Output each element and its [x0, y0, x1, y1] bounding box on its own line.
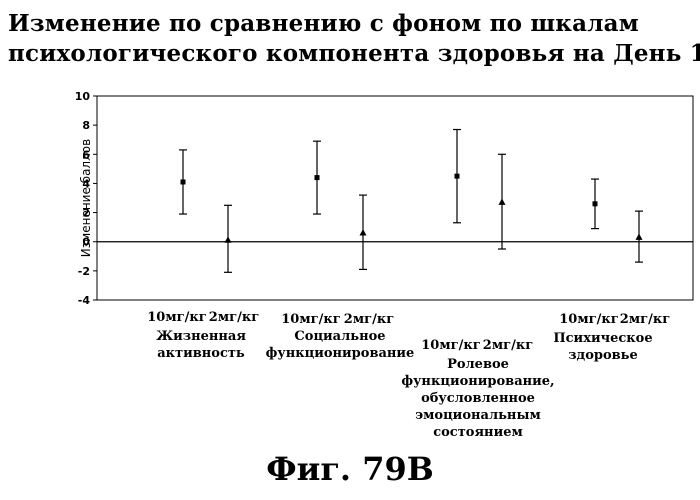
y-tick-label: 6	[82, 148, 90, 161]
y-tick-label: -4	[78, 294, 91, 307]
y-tick-label: 2	[82, 207, 90, 220]
mean-marker-triangle	[635, 233, 643, 240]
y-tick-label: 4	[82, 177, 90, 190]
group-label-line: состоянием	[433, 425, 523, 440]
dose-label: 2мг/кг	[482, 338, 534, 353]
dose-label: 2мг/кг	[619, 312, 671, 327]
mean-marker-square	[180, 179, 186, 185]
y-tick-label: 10	[75, 90, 91, 103]
group-label-line: функционирование,	[401, 374, 555, 389]
plot-frame	[96, 95, 694, 301]
group-label-line: Жизненная	[156, 329, 246, 344]
y-tick-label: 0	[82, 236, 90, 249]
figure-caption: Фиг. 79В	[266, 450, 434, 488]
y-axis-label: Изменение баллов	[79, 139, 93, 257]
group-label-line: Психическое	[553, 331, 653, 346]
chart-title-line-1: Изменение по сравнению с фоном по шкалам	[8, 10, 639, 37]
mean-marker-square	[314, 175, 320, 181]
dose-label: 10мг/кг	[559, 312, 619, 327]
mean-marker-square	[592, 201, 598, 207]
group-label-line: Социальное	[294, 329, 386, 344]
mean-marker-triangle	[498, 198, 506, 205]
mean-marker-triangle	[359, 228, 367, 236]
dose-label: 2мг/кг	[343, 312, 395, 327]
group-label-line: функционирование	[265, 346, 415, 361]
chart-title-line-2: психологического компонента здоровья на …	[8, 40, 700, 67]
dose-label: 10мг/кг	[281, 312, 341, 327]
group-label-line: активность	[157, 346, 245, 361]
group-label-line: эмоциональным	[415, 408, 541, 423]
y-tick-label: 8	[82, 119, 90, 132]
dose-label: 2мг/кг	[208, 310, 260, 325]
group-label-line: Ролевое	[447, 357, 509, 372]
group-label-line: здоровье	[568, 348, 638, 363]
mean-marker-square	[454, 173, 460, 179]
dose-label: 10мг/кг	[421, 338, 481, 353]
y-tick-label: -2	[78, 265, 90, 278]
group-label-line: обусловленное	[421, 391, 535, 406]
dose-label: 10мг/кг	[147, 310, 207, 325]
mean-marker-triangle	[224, 236, 232, 243]
